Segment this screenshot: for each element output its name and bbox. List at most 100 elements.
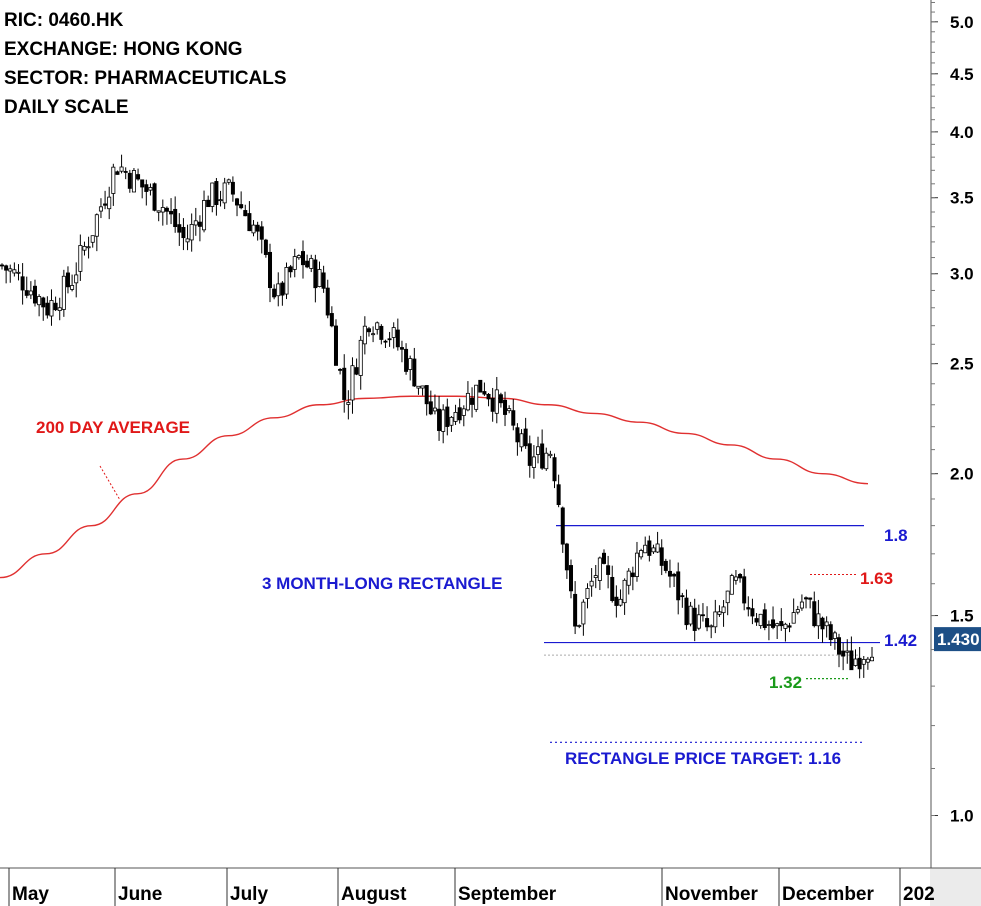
candle-body xyxy=(288,266,293,273)
sector-label: SECTOR: PHARMACEUTICALS xyxy=(4,68,287,89)
candle-body xyxy=(395,329,400,348)
candle-body xyxy=(758,613,763,627)
candle-body xyxy=(53,302,58,311)
candle-body xyxy=(399,347,404,350)
candle-body xyxy=(705,618,710,628)
x-tick-label: November xyxy=(665,884,759,905)
candle-body xyxy=(630,572,635,578)
y-tick-label: 1.5 xyxy=(950,607,974,626)
candle-body xyxy=(404,348,409,372)
candle-body xyxy=(779,621,784,627)
candle-body xyxy=(639,550,644,558)
candle-body xyxy=(4,265,9,271)
last-price-group: 1.430 xyxy=(934,627,981,652)
candle-body xyxy=(8,268,13,272)
candle-body xyxy=(107,196,112,210)
candle-body xyxy=(441,409,446,432)
candle-body xyxy=(457,407,462,421)
candle-body xyxy=(206,199,211,208)
last-price-label: 1.430 xyxy=(937,630,980,649)
candle-body xyxy=(37,296,42,306)
candle-body xyxy=(556,484,561,505)
candle-body xyxy=(540,443,545,469)
axis-corner xyxy=(930,868,981,906)
candle-body xyxy=(536,446,541,455)
candle-body xyxy=(177,224,182,233)
ric-label: RIC: 0460.HK xyxy=(4,10,124,31)
candle-body xyxy=(870,656,875,662)
candle-body xyxy=(86,246,91,249)
candle-body xyxy=(601,552,606,564)
candle-body xyxy=(634,552,639,577)
candle-body xyxy=(667,570,672,577)
exchange-label: EXCHANGE: HONG KONG xyxy=(4,39,243,60)
y-tick-label: 1.0 xyxy=(950,807,974,826)
candle-body xyxy=(647,540,652,556)
candle-body xyxy=(24,290,29,296)
candle-body xyxy=(276,283,281,297)
candle-body xyxy=(268,251,273,289)
candle-body xyxy=(470,397,475,405)
candle-body xyxy=(804,597,809,600)
candle-body xyxy=(461,408,466,416)
candle-body xyxy=(65,272,70,288)
candle-body xyxy=(115,171,120,175)
rectangle-label: 3 MONTH-LONG RECTANGLE xyxy=(262,574,503,593)
ma-label-pointer xyxy=(99,465,121,501)
x-tick-label: July xyxy=(230,884,268,905)
candle-body xyxy=(82,245,87,251)
candle-body xyxy=(437,408,442,431)
candle-body xyxy=(692,607,697,631)
candle-body xyxy=(333,325,338,366)
candle-body xyxy=(383,340,388,343)
candle-body xyxy=(808,597,813,600)
candle-body xyxy=(70,285,75,290)
candle-body xyxy=(255,224,260,232)
candle-body xyxy=(16,271,21,274)
candle-body xyxy=(820,617,825,630)
candle-body xyxy=(57,307,62,311)
candle-body xyxy=(593,575,598,578)
candle-body xyxy=(663,560,668,571)
candle-body xyxy=(659,547,664,566)
candle-body xyxy=(614,596,619,606)
candle-body xyxy=(626,570,631,586)
candle-body xyxy=(750,608,755,617)
rectangle-lines xyxy=(99,465,880,743)
candle-body xyxy=(152,183,157,211)
candle-body xyxy=(684,597,689,626)
resistance-value-label: 1.8 xyxy=(884,526,908,545)
y-tick-label: 2.0 xyxy=(950,465,974,484)
candle-body xyxy=(672,573,677,577)
candle-body xyxy=(606,565,611,575)
candle-body xyxy=(742,576,747,604)
candle-body xyxy=(643,544,648,554)
candle-body xyxy=(478,379,483,393)
candle-body xyxy=(651,547,656,553)
candle-body xyxy=(841,650,846,657)
candle-body xyxy=(610,576,615,601)
y-tick-label: 4.0 xyxy=(950,123,974,142)
candle-body xyxy=(849,650,854,671)
candle-body xyxy=(581,601,586,625)
candle-body xyxy=(474,384,479,410)
last-price-box xyxy=(934,627,981,652)
candle-body xyxy=(156,210,161,213)
candle-body xyxy=(771,619,776,628)
candle-body xyxy=(309,258,314,269)
candle-body xyxy=(119,166,124,172)
candle-body xyxy=(573,593,578,627)
candle-body xyxy=(202,200,207,231)
candle-body xyxy=(305,260,310,268)
ma-200-label: 200 DAY AVERAGE xyxy=(36,418,191,437)
candle-body xyxy=(700,614,705,617)
candle-body xyxy=(465,392,470,411)
x-axis-panel: May June July August September November Decemb… xyxy=(0,867,981,906)
candle-body xyxy=(585,588,590,599)
candle-body xyxy=(338,368,343,371)
candle-body xyxy=(845,650,850,653)
candle-body xyxy=(28,290,33,296)
candle-body xyxy=(857,657,862,670)
candle-body xyxy=(762,609,767,628)
